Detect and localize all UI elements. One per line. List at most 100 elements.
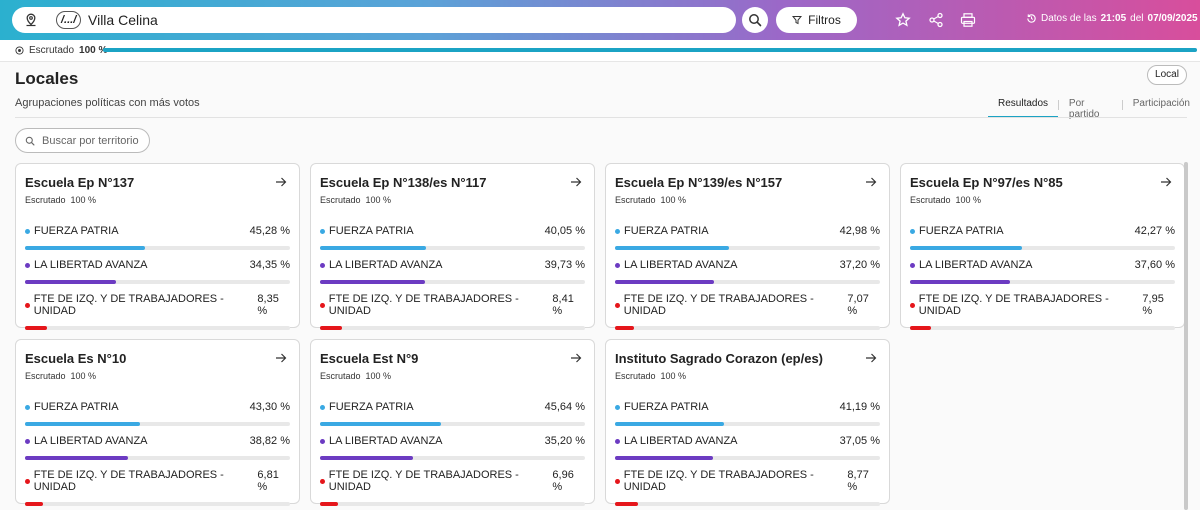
party-result: FTE DE IZQ. Y DE TRABAJADORES - UNIDAD 8… [615, 469, 880, 506]
locale-card[interactable]: Escuela Ep N°97/es N°85 Escrutado 100 % FU… [900, 163, 1185, 330]
party-bar-fill [615, 456, 714, 460]
party-percentage: 38,82 % [249, 435, 290, 447]
party-result: FUERZA PATRIA 42,27 % [910, 225, 1175, 255]
party-name: FUERZA PATRIA [624, 401, 709, 413]
party-result: LA LIBERTAD AVANZA 37,60 % [910, 259, 1175, 289]
party-bar-track [25, 246, 290, 250]
party-name: LA LIBERTAD AVANZA [624, 259, 738, 271]
location-search-value[interactable]: Villa Celina [88, 12, 158, 28]
breadcrumb-path[interactable]: /.../ [56, 11, 82, 29]
scrutiny-progress: Escrutado 100 % [0, 40, 1200, 62]
party-name-wrap: FTE DE IZQ. Y DE TRABAJADORES - UNIDAD [25, 293, 257, 317]
search-icon [25, 136, 35, 145]
party-result: FTE DE IZQ. Y DE TRABAJADORES - UNIDAD 7… [910, 293, 1175, 330]
share-icon[interactable] [928, 12, 944, 28]
party-color-dot [25, 302, 30, 308]
party-color-dot [320, 262, 325, 268]
party-percentage: 6,96 % [552, 469, 574, 493]
location-search-box[interactable]: /.../ Villa Celina [12, 7, 736, 33]
party-color-dot [320, 228, 325, 234]
party-bar-track [320, 246, 585, 250]
party-name: FUERZA PATRIA [34, 401, 119, 413]
history-icon [1027, 14, 1036, 23]
card-title: Instituto Sagrado Corazon (ep/es) [615, 351, 824, 366]
party-name-wrap: LA LIBERTAD AVANZA [25, 435, 148, 447]
card-title: Escuela Ep N°137 [25, 175, 135, 190]
locale-card[interactable]: Escuela Ep N°137 Escrutado 100 % FUERZA PA… [15, 163, 300, 330]
filters-button[interactable]: Filtros [776, 7, 857, 33]
party-name-wrap: LA LIBERTAD AVANZA [910, 259, 1033, 271]
party-percentage: 6,81 % [257, 469, 279, 493]
locale-card[interactable]: Escuela Ep N°139/es N°157 Escrutado 100 % … [605, 163, 890, 330]
party-bar-fill [615, 422, 725, 426]
card-title: Escuela Es N°10 [25, 351, 127, 366]
party-bar-track [615, 246, 880, 250]
party-bar-track [910, 280, 1175, 284]
timestamp-time: 21:05 [1100, 13, 1127, 24]
party-result: FTE DE IZQ. Y DE TRABAJADORES - UNIDAD 8… [25, 293, 290, 330]
search-button[interactable] [742, 7, 768, 33]
main-content: Locales Agrupaciones políticas con más v… [0, 62, 1200, 510]
party-color-dot [615, 478, 620, 484]
party-name-wrap: LA LIBERTAD AVANZA [615, 259, 738, 271]
party-result: FUERZA PATRIA 45,64 % [320, 401, 585, 431]
party-name: FTE DE IZQ. Y DE TRABAJADORES - UNIDAD [33, 469, 224, 493]
party-bar-track [320, 502, 585, 506]
scrutiny-status: Escrutado 100 % [15, 45, 107, 56]
card-scrutiny-value: 100 % [365, 195, 392, 205]
party-bar-fill [615, 502, 639, 506]
top-bar: /.../ Villa Celina Filtros Datos de las [0, 0, 1200, 40]
arrow-right-icon[interactable] [570, 176, 582, 188]
local-button[interactable]: Local [1147, 65, 1187, 85]
scrutiny-value: 100 % [79, 45, 108, 56]
territory-search-placeholder: Buscar por territorio [42, 134, 139, 147]
party-result: FUERZA PATRIA 42,98 % [615, 225, 880, 255]
party-result: FTE DE IZQ. Y DE TRABAJADORES - UNIDAD 6… [320, 469, 585, 506]
card-scrutiny-label: Escrutado [25, 371, 66, 381]
party-percentage: 34,35 % [249, 259, 290, 271]
party-percentage: 37,60 % [1134, 259, 1175, 271]
party-name: FTE DE IZQ. Y DE TRABAJADORES - UNIDAD [623, 293, 814, 317]
update-timestamp: Datos de las 21:05 del 07/09/2025 [1026, 13, 1198, 24]
card-scrutiny-label: Escrutado [615, 195, 656, 205]
party-percentage: 40,05 % [544, 225, 585, 237]
scrutiny-progress-fill [103, 48, 1197, 52]
scrollbar[interactable] [1184, 162, 1188, 510]
card-scrutiny-label: Escrutado [320, 371, 361, 381]
search-icon [749, 14, 762, 27]
star-icon[interactable] [895, 12, 911, 28]
party-bar-fill [320, 326, 343, 330]
arrow-right-icon[interactable] [865, 352, 877, 364]
party-color-dot [615, 404, 620, 410]
arrow-right-icon[interactable] [275, 176, 287, 188]
party-name-wrap: FTE DE IZQ. Y DE TRABAJADORES - UNIDAD [615, 293, 847, 317]
party-name: FUERZA PATRIA [329, 401, 414, 413]
locale-card[interactable]: Escuela Ep N°138/es N°117 Escrutado 100 % … [310, 163, 595, 330]
card-scrutiny-label: Escrutado [320, 195, 361, 205]
locale-card[interactable]: Escuela Est N°9 Escrutado 100 % FUERZA PAT… [310, 339, 595, 506]
locale-card[interactable]: Escuela Es N°10 Escrutado 100 % FUERZA PAT… [15, 339, 300, 506]
tab-participacion[interactable]: Participación [1132, 98, 1190, 109]
territory-search-input[interactable]: Buscar por territorio [15, 128, 150, 153]
tab-por-partido[interactable]: Por partido [1068, 98, 1100, 120]
card-scrutiny-value: 100 % [660, 195, 687, 205]
arrow-right-icon[interactable] [865, 176, 877, 188]
arrow-right-icon[interactable] [1160, 176, 1172, 188]
scrutiny-progress-bar [103, 48, 1197, 52]
tab-resultados[interactable]: Resultados [988, 92, 1059, 118]
party-name: LA LIBERTAD AVANZA [34, 259, 148, 271]
party-name: FTE DE IZQ. Y DE TRABAJADORES - UNIDAD [328, 293, 519, 317]
party-name-wrap: FTE DE IZQ. Y DE TRABAJADORES - UNIDAD [320, 469, 552, 493]
arrow-right-icon[interactable] [275, 352, 287, 364]
card-scrutiny: Escrutado 100 % [320, 371, 391, 381]
print-icon[interactable] [960, 12, 976, 28]
party-percentage: 8,41 % [552, 293, 574, 317]
party-color-dot [25, 262, 30, 268]
locale-card[interactable]: Instituto Sagrado Corazon (ep/es) Escruta… [605, 339, 890, 506]
party-name: LA LIBERTAD AVANZA [329, 435, 443, 447]
party-name-wrap: LA LIBERTAD AVANZA [615, 435, 738, 447]
card-title: Escuela Ep N°138/es N°117 [320, 175, 487, 190]
party-color-dot [320, 438, 325, 444]
arrow-right-icon[interactable] [570, 352, 582, 364]
party-bar-track [320, 456, 585, 460]
